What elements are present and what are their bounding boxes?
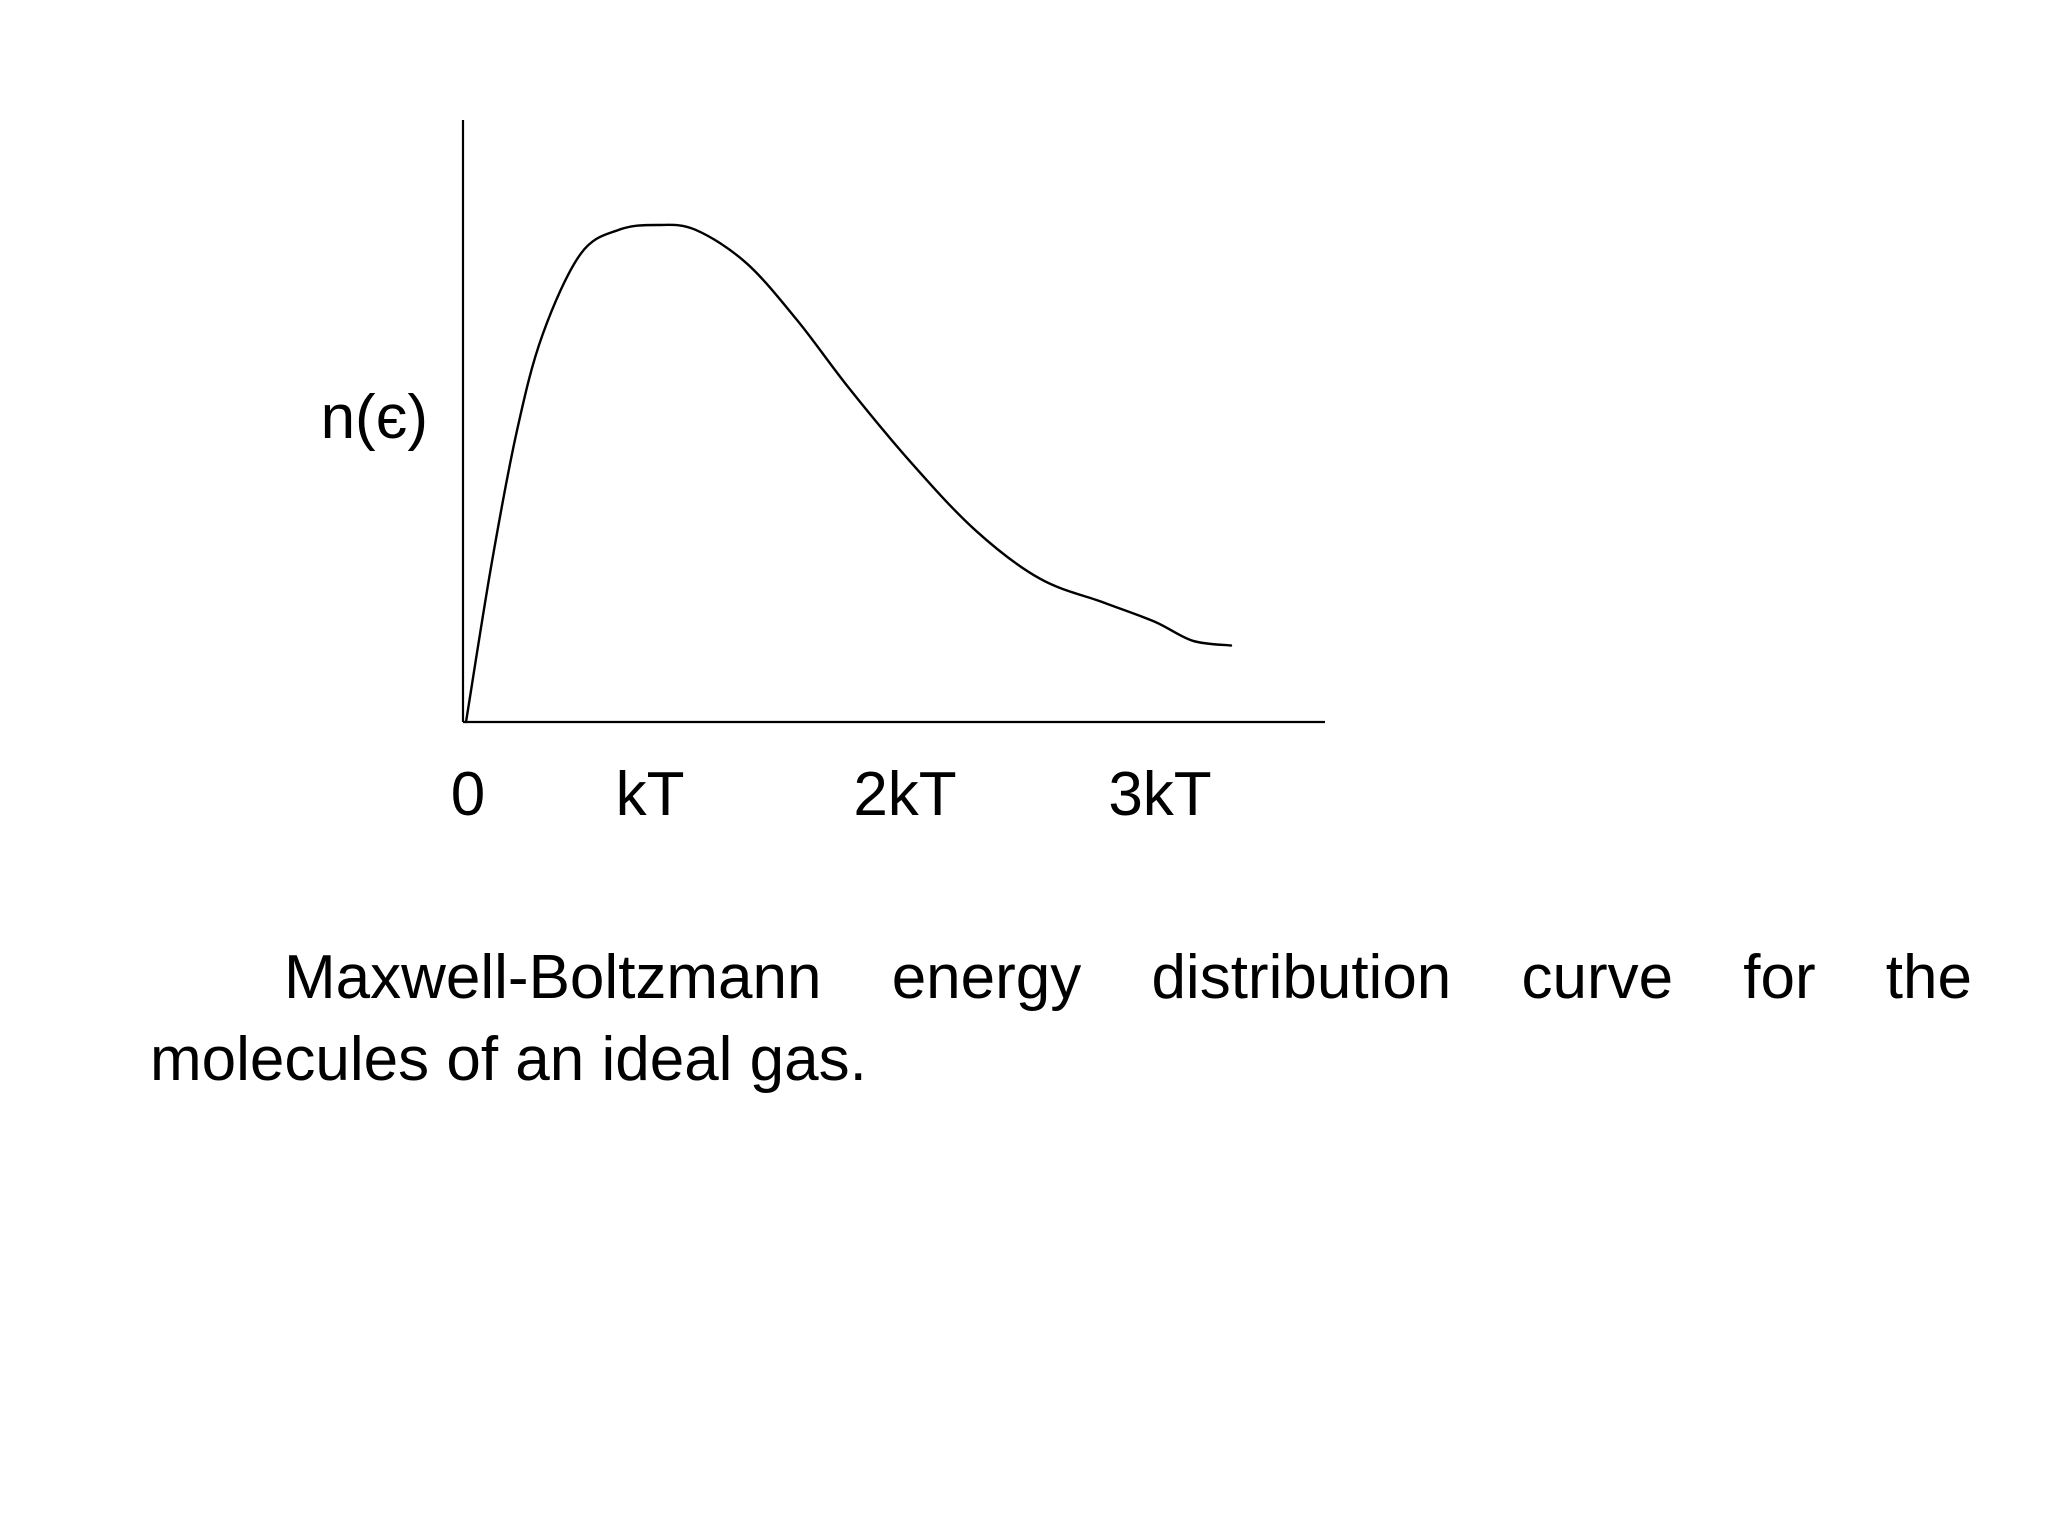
distribution-curve: [464, 223, 1233, 724]
x-tick-labels: 0 kT 2kT 3kT: [451, 760, 1212, 829]
x-tick-label-0: 0: [451, 760, 485, 829]
figure-caption: Maxwell-Boltzmann energy distribution cu…: [150, 943, 1972, 1094]
x-tick-label-1: kT: [616, 760, 685, 829]
x-tick-label-2: 2kT: [853, 760, 956, 829]
y-axis-label: n(є): [321, 383, 428, 452]
x-tick-label-3: 3kT: [1108, 760, 1211, 829]
